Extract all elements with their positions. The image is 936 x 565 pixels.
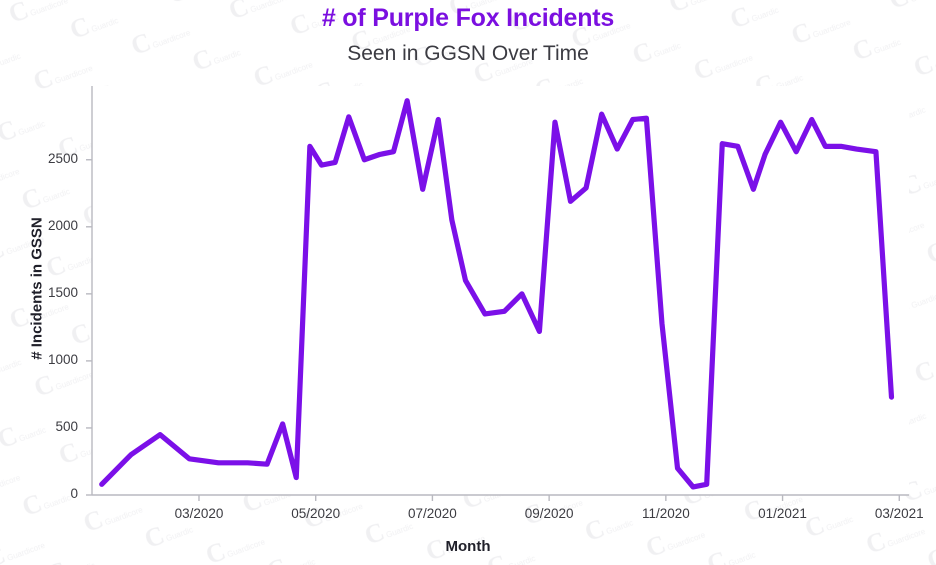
x-axis-label: Month (445, 538, 491, 555)
x-tick-label: 05/2020 (291, 506, 341, 521)
y-axis-label: # Incidents in GSSN (28, 217, 46, 360)
x-tick-label: 09/2020 (524, 506, 574, 521)
x-tick-label: 11/2020 (641, 506, 690, 521)
x-tick-label: 03/2021 (874, 506, 924, 521)
y-tick-label: 2500 (47, 150, 78, 166)
x-tick-label: 03/2020 (174, 506, 224, 521)
y-tick-label: 0 (70, 486, 78, 501)
chart-subtitle: Seen in GGSN Over Time (347, 42, 589, 65)
plot-area-background (92, 86, 909, 495)
y-tick-label: 500 (55, 418, 78, 434)
x-tick-label: 07/2020 (408, 506, 457, 521)
x-tick-label: 01/2021 (758, 506, 807, 521)
chart-title: # of Purple Fox Incidents (321, 4, 615, 32)
